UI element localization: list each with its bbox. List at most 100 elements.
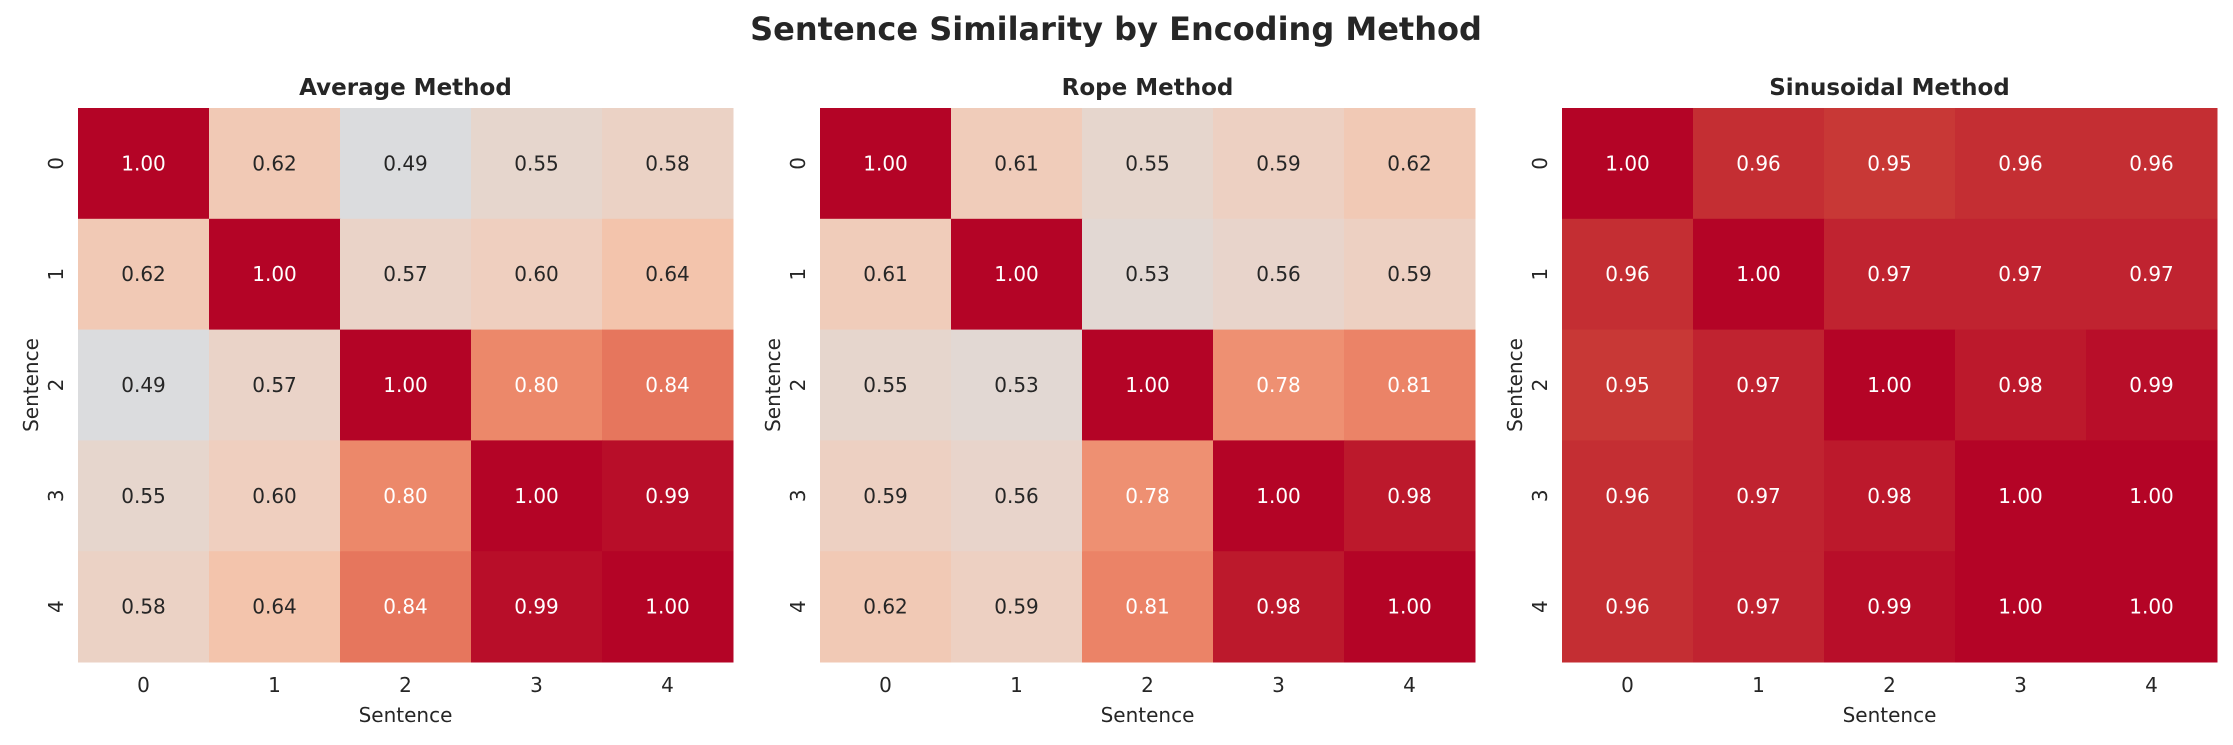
figure-title: Sentence Similarity by Encoding Method — [750, 10, 1482, 48]
heatmap-cell — [951, 108, 1083, 220]
heatmap-cell — [1344, 551, 1476, 663]
y-tick-label: 1 — [1528, 268, 1552, 281]
cell-label: 0.99 — [645, 484, 690, 508]
cell-label: 0.97 — [1736, 595, 1781, 619]
x-tick-label: 2 — [1141, 673, 1154, 697]
x-tick-label: 3 — [2014, 673, 2027, 697]
cell-label: 0.60 — [252, 484, 297, 508]
cell-label: 0.56 — [994, 484, 1039, 508]
cell-label: 0.98 — [1256, 595, 1301, 619]
cell-label: 0.49 — [383, 151, 428, 175]
cell-label: 1.00 — [1605, 151, 1650, 175]
cell-label: 0.55 — [1125, 151, 1170, 175]
heatmap-cell — [951, 551, 1083, 663]
cell-label: 1.00 — [1736, 262, 1781, 286]
heatmap-cell — [820, 329, 952, 441]
heatmap-cell — [2086, 108, 2218, 220]
cell-label: 0.95 — [1867, 151, 1912, 175]
heatmap-cell — [78, 440, 210, 552]
y-tick-label: 4 — [44, 600, 68, 613]
cell-label: 0.81 — [1387, 373, 1432, 397]
heatmap-cell — [1824, 329, 1956, 441]
heatmap-cell — [340, 551, 472, 663]
heatmap-cell — [1562, 551, 1694, 663]
heatmap-cell — [1082, 218, 1214, 331]
heatmap-cell — [1562, 440, 1694, 552]
cell-label: 1.00 — [1998, 595, 2043, 619]
y-tick-label: 2 — [786, 379, 810, 392]
cell-label: 0.81 — [1125, 595, 1170, 619]
y-axis-label: Sentence — [761, 338, 785, 432]
heatmap-cell — [951, 218, 1083, 331]
heatmap-cell — [209, 329, 341, 441]
heatmap-cell — [1082, 551, 1214, 663]
cell-label: 0.96 — [1605, 262, 1650, 286]
y-tick-label: 2 — [1528, 379, 1552, 392]
heatmap-cell — [78, 108, 210, 220]
cell-label: 0.95 — [1605, 373, 1650, 397]
heatmap-cell — [1955, 551, 2087, 663]
heatmap-panel-2: Sinusoidal Method 1.00 0.96 0.95 0.96 0.96 0.9… — [1503, 75, 2218, 727]
heatmap-cell — [1562, 108, 1694, 220]
cell-label: 0.99 — [1867, 595, 1912, 619]
heatmap-cell — [1693, 440, 1825, 552]
cell-label: 0.96 — [1736, 151, 1781, 175]
y-tick-label: 3 — [44, 489, 68, 502]
y-tick-label: 0 — [44, 157, 68, 170]
x-tick-label: 0 — [137, 673, 150, 697]
cell-label: 1.00 — [1867, 373, 1912, 397]
heatmap-cell — [340, 108, 472, 220]
x-tick-label: 3 — [530, 673, 543, 697]
cell-label: 0.96 — [1605, 595, 1650, 619]
x-axis-label: Sentence — [359, 703, 453, 727]
cell-label: 0.97 — [1736, 373, 1781, 397]
y-tick-label: 3 — [786, 489, 810, 502]
cell-label: 1.00 — [1387, 595, 1432, 619]
heatmap-cell — [820, 440, 952, 552]
heatmap-cell — [471, 108, 603, 220]
y-tick-label: 3 — [1528, 489, 1552, 502]
y-tick-label: 4 — [786, 600, 810, 613]
heatmap-cell — [1344, 329, 1476, 441]
cell-label: 0.55 — [514, 151, 559, 175]
heatmap-cell — [209, 440, 341, 552]
heatmap-cell — [1693, 108, 1825, 220]
cell-label: 0.84 — [383, 595, 428, 619]
heatmap-cell — [1824, 218, 1956, 331]
x-tick-label: 0 — [879, 673, 892, 697]
heatmap-panel-1: Rope Method 1.00 0.61 0.55 0.59 0.62 0.61 1.00 0… — [761, 75, 1476, 727]
x-tick-label: 1 — [1010, 673, 1023, 697]
x-tick-label: 3 — [1272, 673, 1285, 697]
cell-label: 0.80 — [383, 484, 428, 508]
heatmap-cell — [78, 329, 210, 441]
heatmap-cell — [1824, 108, 1956, 220]
cell-label: 1.00 — [514, 484, 559, 508]
cell-label: 0.49 — [121, 373, 166, 397]
cell-label: 0.84 — [645, 373, 690, 397]
heatmap-cell — [1824, 551, 1956, 663]
heatmap-panel-0: Average Method 1.00 0.62 0.49 0.55 0.58 0.62 1.… — [19, 75, 734, 727]
heatmap-cell — [1213, 440, 1345, 552]
x-tick-label: 1 — [268, 673, 281, 697]
x-tick-label: 4 — [661, 673, 674, 697]
cell-label: 0.55 — [863, 373, 908, 397]
heatmap-cell — [1955, 440, 2087, 552]
heatmap-cell — [820, 551, 952, 663]
heatmap-cell — [1344, 218, 1476, 331]
cell-label: 0.64 — [252, 595, 297, 619]
x-tick-label: 1 — [1752, 673, 1765, 697]
cell-label: 0.97 — [1736, 484, 1781, 508]
heatmap-cell — [1562, 329, 1694, 441]
cell-label: 0.62 — [121, 262, 166, 286]
cell-label: 1.00 — [645, 595, 690, 619]
cell-label: 1.00 — [1256, 484, 1301, 508]
heatmap-cell — [951, 440, 1083, 552]
heatmap-cell — [602, 329, 734, 441]
cell-label: 0.78 — [1125, 484, 1170, 508]
heatmap-cell — [78, 218, 210, 331]
heatmap-cell — [602, 440, 734, 552]
cell-label: 0.98 — [1998, 373, 2043, 397]
heatmap-cell — [602, 108, 734, 220]
cell-label: 0.99 — [514, 595, 559, 619]
heatmap-cell — [820, 108, 952, 220]
